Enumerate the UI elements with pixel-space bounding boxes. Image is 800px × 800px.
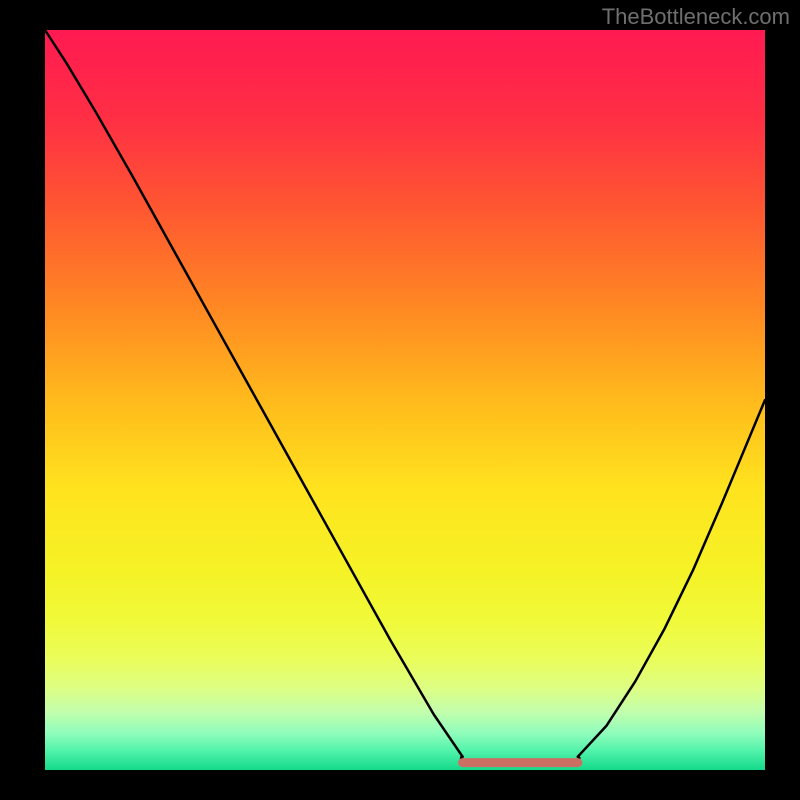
plot-area [45, 30, 765, 770]
watermark-text: TheBottleneck.com [602, 4, 790, 30]
bottleneck-chart: TheBottleneck.com [0, 0, 800, 800]
chart-svg [0, 0, 800, 800]
